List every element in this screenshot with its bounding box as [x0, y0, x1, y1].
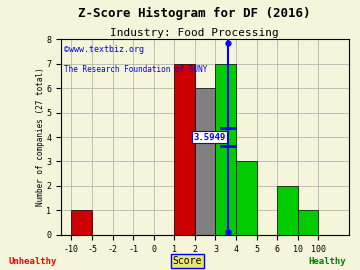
- Bar: [298, 210, 318, 235]
- Text: Healthy: Healthy: [309, 257, 346, 266]
- Bar: [216, 64, 236, 235]
- Bar: [277, 186, 298, 235]
- Bar: [236, 161, 257, 235]
- Y-axis label: Number of companies (27 total): Number of companies (27 total): [36, 68, 45, 206]
- Text: 3.5949: 3.5949: [193, 133, 225, 141]
- Bar: [72, 210, 92, 235]
- Text: Industry: Food Processing: Industry: Food Processing: [110, 28, 279, 38]
- Bar: [174, 64, 195, 235]
- Bar: [195, 88, 216, 235]
- Text: Unhealthy: Unhealthy: [8, 257, 57, 266]
- Text: ©www.textbiz.org: ©www.textbiz.org: [64, 45, 144, 54]
- Text: Z-Score Histogram for DF (2016): Z-Score Histogram for DF (2016): [78, 7, 311, 20]
- Text: Score: Score: [172, 256, 202, 266]
- Text: The Research Foundation of SUNY: The Research Foundation of SUNY: [64, 65, 207, 74]
